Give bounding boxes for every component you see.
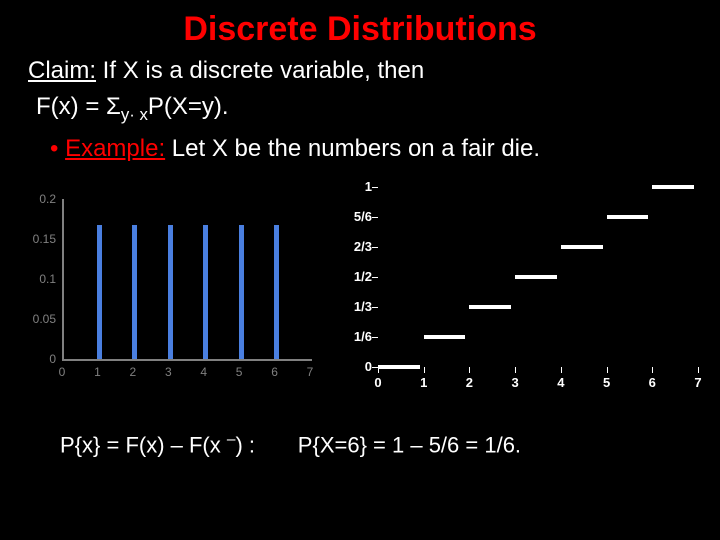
cdf-x-tick: [515, 367, 516, 373]
cdf-step-segment: [378, 365, 420, 369]
cdf-x-label: 2: [459, 375, 479, 390]
cdf-x-label: 3: [505, 375, 525, 390]
pmf-bar: [97, 225, 102, 358]
sigma-symbol: Σ: [106, 93, 121, 120]
pmf-bar: [132, 225, 137, 358]
cdf-plot-area: [378, 187, 698, 367]
cdf-chart: 0 1/6 1/3 1/2 2/3 5/6 1 0 1 2 3 4 5 6 7: [330, 177, 710, 407]
cdf-x-tick: [424, 367, 425, 373]
cdf-x-tick: [652, 367, 653, 373]
cdf-x-label: 7: [688, 375, 708, 390]
bottom-formula-line: P{x} = F(x) – F(x –) : P{X=6} = 1 – 5/6 …: [0, 419, 720, 458]
cdf-step-segment: [469, 305, 511, 309]
example-line: • Example: Let X be the numbers on a fai…: [0, 125, 720, 163]
pmf-bar: [274, 225, 279, 358]
slide-title: Discrete Distributions: [0, 0, 720, 49]
formula-subscript: y· x: [121, 105, 148, 124]
formula-line: F(x) = Σy· xP(X=y).: [0, 85, 720, 125]
claim-text: If X is a discrete variable, then: [96, 57, 424, 84]
cdf-y-label: 1/2: [330, 269, 372, 284]
bottom-left-paren: ) :: [235, 432, 255, 457]
claim-line: Claim: If X is a discrete variable, then: [0, 49, 720, 85]
cdf-step-segment: [424, 335, 466, 339]
example-text: Let X be the numbers on a fair die.: [165, 135, 540, 162]
pmf-x-label: 7: [300, 365, 320, 379]
bottom-left: P{x} = F(x) – F(x: [60, 432, 227, 457]
cdf-x-label: 1: [414, 375, 434, 390]
pmf-x-label: 6: [265, 365, 285, 379]
cdf-y-label: 2/3: [330, 239, 372, 254]
cdf-step-segment: [561, 245, 603, 249]
example-label: Example:: [65, 135, 165, 162]
charts-row: 0 0.05 0.1 0.15 0.2 0 1 2 3 4 5 6 7 0 1/6 1/3 1/2 2/3 5/6…: [0, 169, 720, 419]
cdf-y-tick: [372, 307, 378, 308]
formula-pre: F(x) =: [36, 93, 106, 120]
claim-label: Claim:: [28, 57, 96, 84]
pmf-y-label: 0.1: [20, 272, 56, 286]
pmf-chart: 0 0.05 0.1 0.15 0.2 0 1 2 3 4 5 6 7: [20, 189, 320, 389]
cdf-y-label: 1/6: [330, 329, 372, 344]
cdf-x-tick: [607, 367, 608, 373]
cdf-step-segment: [652, 185, 694, 189]
cdf-y-label: 0: [330, 359, 372, 374]
cdf-x-tick: [561, 367, 562, 373]
cdf-y-tick: [372, 277, 378, 278]
cdf-x-label: 0: [368, 375, 388, 390]
cdf-y-tick: [372, 187, 378, 188]
cdf-x-label: 4: [551, 375, 571, 390]
pmf-x-label: 3: [158, 365, 178, 379]
pmf-bar: [203, 225, 208, 358]
pmf-x-label: 2: [123, 365, 143, 379]
bottom-right: P{X=6} = 1 – 5/6 = 1/6.: [298, 432, 521, 457]
pmf-bar: [239, 225, 244, 358]
cdf-x-tick: [469, 367, 470, 373]
pmf-plot-area: [62, 199, 312, 361]
formula-post: P(X=y).: [148, 93, 229, 120]
pmf-y-label: 0.15: [20, 232, 56, 246]
pmf-x-label: 1: [87, 365, 107, 379]
cdf-x-tick: [698, 367, 699, 373]
cdf-y-label: 1: [330, 179, 372, 194]
pmf-x-label: 0: [52, 365, 72, 379]
cdf-y-tick: [372, 247, 378, 248]
pmf-x-label: 5: [229, 365, 249, 379]
pmf-y-label: 0.05: [20, 312, 56, 326]
pmf-y-label: 0.2: [20, 192, 56, 206]
bullet: •: [50, 135, 65, 162]
cdf-step-segment: [607, 215, 649, 219]
pmf-bar: [168, 225, 173, 358]
cdf-y-label: 1/3: [330, 299, 372, 314]
cdf-y-label: 5/6: [330, 209, 372, 224]
cdf-x-label: 5: [597, 375, 617, 390]
pmf-x-label: 4: [194, 365, 214, 379]
cdf-x-label: 6: [642, 375, 662, 390]
cdf-y-tick: [372, 217, 378, 218]
cdf-y-tick: [372, 337, 378, 338]
pmf-y-label: 0: [20, 352, 56, 366]
cdf-step-segment: [515, 275, 557, 279]
